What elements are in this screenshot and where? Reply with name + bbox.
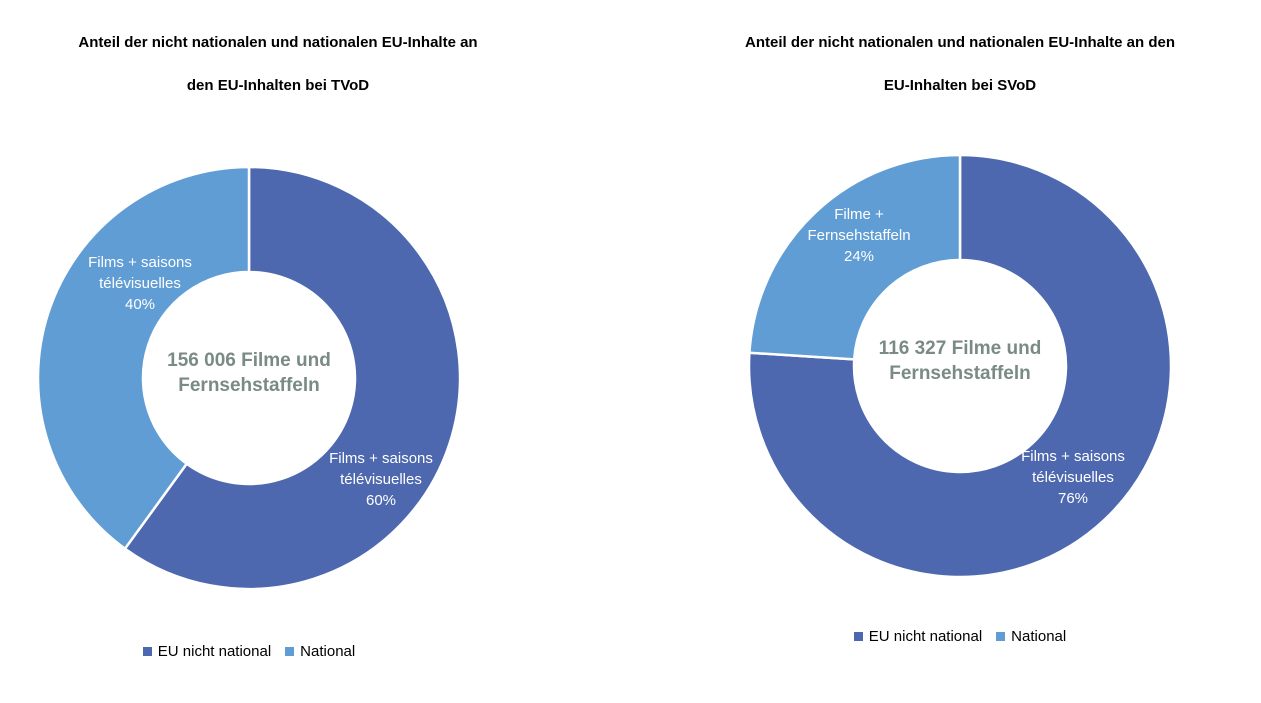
legend-swatch-icon (853, 631, 863, 641)
tvod-donut-chart (36, 165, 462, 591)
legend-item-eu-non-national: EU nicht national (142, 642, 272, 660)
legend-label: National (300, 642, 356, 660)
legend-item-eu-non-national: EU nicht national (853, 627, 983, 645)
tvod-center-total-label: 156 006 Filme und Fernsehstaffeln (167, 350, 331, 396)
legend-swatch-icon (996, 631, 1006, 641)
legend-label: EU nicht national (868, 627, 983, 645)
donut-slice (748, 153, 962, 361)
tvod-chart-title: Anteil der nicht nationalen und national… (78, 34, 478, 94)
donut-slice (36, 165, 251, 550)
legend-item-national: National (996, 628, 1066, 645)
donut-slice (747, 153, 1173, 579)
legend-swatch-icon (142, 646, 152, 656)
svod-donut-chart (747, 153, 1173, 579)
svod-chart-title: Anteil der nicht nationalen und national… (744, 34, 1176, 94)
svod-center-total-label: 116 327 Filme und Fernsehstaffeln (878, 338, 1042, 384)
tvod-legend: EU nicht national National (33, 642, 465, 660)
legend-item-national: National (285, 643, 355, 660)
donut-slice (123, 165, 462, 591)
svod-legend: EU nicht national National (744, 627, 1176, 645)
legend-swatch-icon (285, 646, 295, 656)
legend-label: National (1011, 627, 1067, 645)
legend-label: EU nicht national (157, 642, 272, 660)
